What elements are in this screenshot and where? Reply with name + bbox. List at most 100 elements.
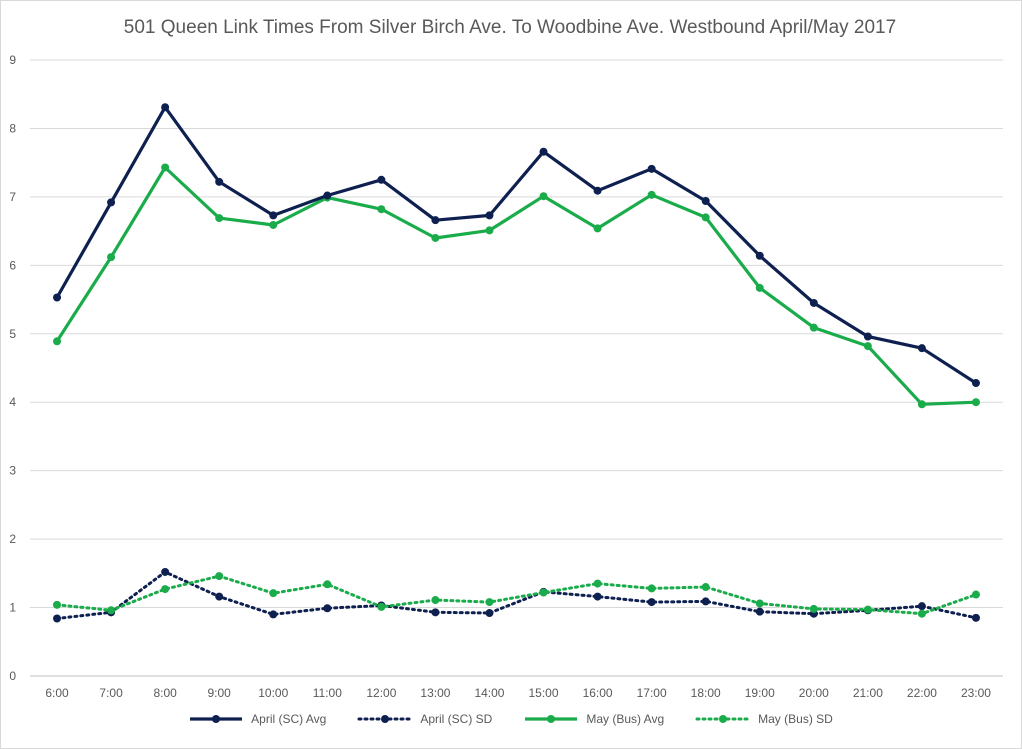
data-point xyxy=(269,589,278,598)
data-point xyxy=(161,103,170,112)
data-point xyxy=(917,609,926,618)
y-tick-label: 3 xyxy=(9,464,16,478)
data-point xyxy=(323,604,332,613)
x-tick-label: 17:00 xyxy=(637,686,667,700)
data-point xyxy=(215,214,224,223)
data-point xyxy=(755,283,764,292)
data-point xyxy=(917,400,926,409)
series-may-bus-sd xyxy=(53,572,980,618)
data-point xyxy=(53,600,62,609)
x-tick-label: 16:00 xyxy=(583,686,613,700)
y-tick-label: 9 xyxy=(9,53,16,67)
data-point xyxy=(701,583,710,592)
data-point xyxy=(593,224,602,233)
series-may-bus-avg xyxy=(53,163,980,409)
data-point xyxy=(431,216,440,225)
legend-label: April (SC) SD xyxy=(420,712,493,726)
legend-item: May (Bus) SD xyxy=(694,712,833,726)
data-point xyxy=(161,567,170,576)
data-point xyxy=(161,585,170,594)
x-tick-label: 23:00 xyxy=(961,686,991,700)
data-point xyxy=(323,191,332,200)
series-april-sc-sd xyxy=(53,567,980,623)
data-point xyxy=(53,614,62,623)
data-point xyxy=(809,604,818,613)
data-point xyxy=(161,163,170,172)
data-point xyxy=(431,596,440,605)
data-point xyxy=(107,253,116,262)
data-point xyxy=(431,608,440,617)
data-point xyxy=(485,609,494,618)
x-tick-label: 12:00 xyxy=(366,686,396,700)
data-point xyxy=(377,175,386,184)
x-tick-label: 6:00 xyxy=(45,686,69,700)
series-line xyxy=(55,165,977,406)
x-tick-label: 9:00 xyxy=(208,686,232,700)
data-point xyxy=(647,190,656,199)
data-point xyxy=(269,220,278,229)
data-point xyxy=(863,332,872,341)
y-tick-label: 8 xyxy=(9,121,16,135)
data-point xyxy=(431,233,440,242)
data-point xyxy=(539,147,548,156)
x-axis-ticks: 6:00 7:00 8:00 9:00 10:00 11:00 12:00 13:00 14:0… xyxy=(45,686,991,700)
data-point xyxy=(701,196,710,205)
data-point xyxy=(863,605,872,614)
data-point xyxy=(377,205,386,214)
x-tick-label: 11:00 xyxy=(313,686,342,700)
y-tick-label: 2 xyxy=(9,532,16,546)
y-axis-ticks: 0 1 2 3 4 5 6 7 8 9 xyxy=(9,53,16,683)
legend-label: April (SC) Avg xyxy=(251,712,327,726)
data-point xyxy=(323,580,332,589)
data-point xyxy=(917,602,926,611)
y-tick-label: 1 xyxy=(9,601,16,615)
x-tick-label: 13:00 xyxy=(420,686,450,700)
chart-title: 501 Queen Link Times From Silver Birch A… xyxy=(123,17,897,38)
x-tick-label: 18:00 xyxy=(691,686,721,700)
data-point xyxy=(269,211,278,220)
data-point xyxy=(971,398,980,407)
data-point xyxy=(593,579,602,588)
legend-label: May (Bus) Avg xyxy=(586,712,665,726)
legend-swatch xyxy=(190,715,243,723)
data-point xyxy=(755,599,764,608)
data-point xyxy=(539,588,548,597)
x-tick-label: 22:00 xyxy=(907,686,937,700)
data-point xyxy=(107,198,116,207)
x-tick-label: 14:00 xyxy=(474,686,504,700)
x-tick-label: 8:00 xyxy=(153,686,177,700)
data-point xyxy=(215,177,224,186)
x-tick-label: 20:00 xyxy=(799,686,829,700)
data-point xyxy=(647,584,656,593)
series-line xyxy=(55,574,978,616)
data-point xyxy=(215,572,224,581)
data-point xyxy=(485,211,494,220)
data-point xyxy=(53,293,62,302)
y-tick-label: 5 xyxy=(9,327,16,341)
data-point xyxy=(701,213,710,222)
data-point xyxy=(971,613,980,622)
x-tick-label: 21:00 xyxy=(853,686,883,700)
legend: April (SC) Avg April (SC) SD May (Bus) Avg… xyxy=(0,712,1020,726)
data-point xyxy=(215,592,224,601)
x-tick-label: 19:00 xyxy=(745,686,775,700)
data-point xyxy=(269,610,278,619)
legend-item: May (Bus) Avg xyxy=(522,712,664,726)
x-tick-label: 10:00 xyxy=(258,686,288,700)
legend-swatch xyxy=(695,715,751,723)
data-point xyxy=(539,192,548,201)
legend-swatch xyxy=(525,715,578,723)
data-point xyxy=(593,592,602,601)
x-tick-label: 15:00 xyxy=(529,686,559,700)
legend-item: April (SC) SD xyxy=(356,712,492,726)
series-april-sc-avg xyxy=(53,103,980,388)
x-tick-label: 7:00 xyxy=(99,686,123,700)
data-point xyxy=(809,323,818,332)
data-point xyxy=(485,226,494,235)
legend-item: April (SC) Avg xyxy=(187,712,326,726)
data-point xyxy=(485,598,494,607)
data-point xyxy=(647,598,656,607)
y-tick-label: 6 xyxy=(9,258,16,272)
data-point xyxy=(755,607,764,616)
data-point xyxy=(971,379,980,388)
